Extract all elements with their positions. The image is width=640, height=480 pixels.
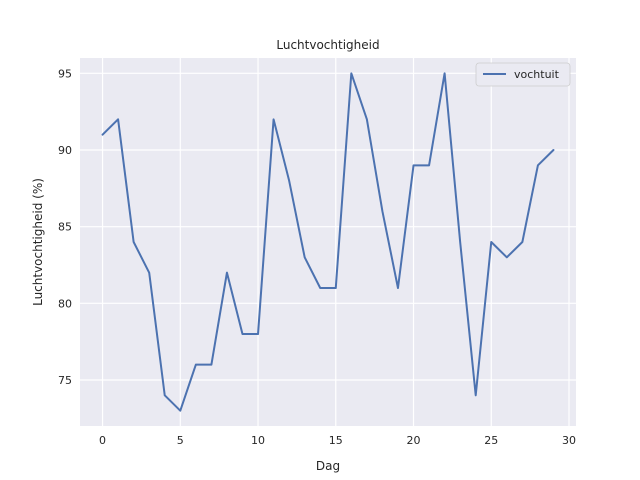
chart-title: Luchtvochtigheid: [276, 38, 379, 52]
x-tick-label: 10: [251, 434, 265, 447]
x-tick-label: 20: [407, 434, 421, 447]
legend: vochtuit: [475, 62, 571, 87]
x-axis-ticks: 0 5 10 15 20 25 30: [99, 434, 576, 447]
y-tick-label: 90: [58, 144, 72, 157]
x-tick-label: 25: [484, 434, 498, 447]
plot-area: [80, 58, 576, 426]
y-tick-label: 95: [58, 67, 72, 80]
x-axis-label: Dag: [316, 459, 340, 473]
series-layer: [101, 72, 555, 412]
series-line: [101, 72, 555, 412]
x-tick-label: 30: [562, 434, 576, 447]
y-tick-label: 75: [58, 374, 72, 387]
x-tick-label: 0: [99, 434, 106, 447]
x-tick-label: 5: [177, 434, 184, 447]
x-tick-label: 15: [329, 434, 343, 447]
y-axis-ticks: 75 80 85 90 95: [58, 67, 72, 387]
y-axis-label: Luchtvochtigheid (%): [31, 178, 45, 306]
y-tick-label: 80: [58, 297, 72, 310]
legend-label: vochtuit: [514, 68, 560, 81]
y-tick-label: 85: [58, 221, 72, 234]
legend-box: [475, 62, 571, 87]
